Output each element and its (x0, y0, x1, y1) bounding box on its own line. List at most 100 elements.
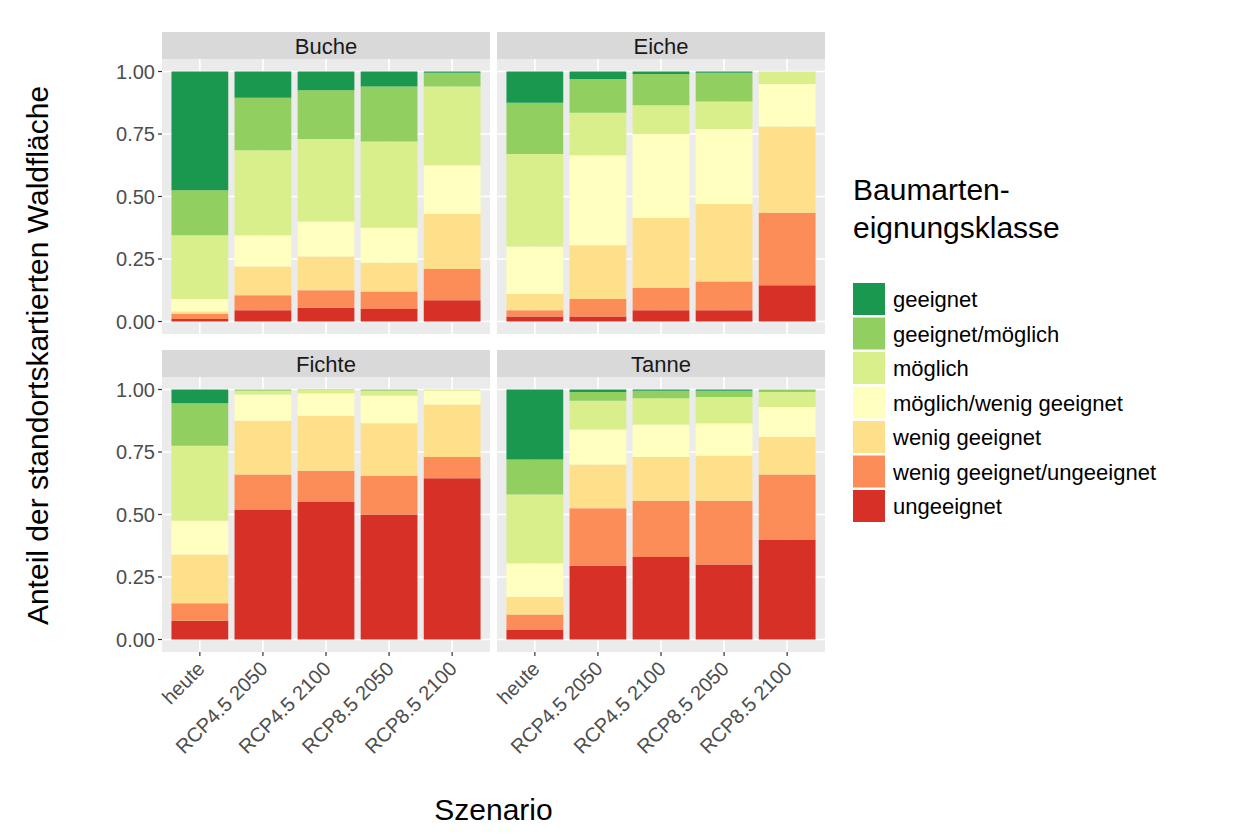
bar (506, 247, 563, 295)
bars (506, 72, 815, 322)
bar (424, 405, 481, 458)
bar (633, 390, 690, 391)
bar (235, 510, 292, 640)
bar (424, 300, 481, 321)
bar (506, 630, 563, 640)
bar (633, 310, 690, 321)
facet-title: Tanne (631, 352, 691, 377)
bar (633, 398, 690, 424)
bar (696, 565, 753, 640)
x-tick (452, 652, 453, 656)
legend-key (853, 387, 885, 419)
legend-label: geeignet (893, 287, 977, 312)
bar (759, 71, 816, 72)
legend: Baumarten-eignungsklassegeeignetgeeignet… (853, 173, 1156, 522)
y-tick-label: 0.75 (116, 441, 155, 463)
bar (759, 72, 816, 85)
bar (506, 72, 563, 103)
bar (361, 72, 418, 87)
bar (235, 421, 292, 475)
facet-strip (162, 350, 490, 377)
bar (298, 257, 355, 291)
panel: Eiche (497, 32, 825, 334)
bar (424, 73, 481, 87)
y-axis-title: Anteil der standortskartierten Waldfläch… (21, 86, 54, 625)
bar (633, 72, 690, 75)
y-tick-label: 0.50 (116, 186, 155, 208)
bar (298, 390, 355, 393)
bar (171, 403, 228, 446)
bar (506, 310, 563, 316)
chart: Buche0.000.250.500.751.00EicheFichte0.00… (0, 0, 1246, 837)
panel: Fichte0.000.250.500.751.00heuteRCP4.5 20… (116, 350, 490, 758)
bar (696, 456, 753, 501)
bar (759, 71, 816, 72)
bar (171, 235, 228, 299)
x-tick (325, 652, 326, 656)
bar (235, 475, 292, 510)
bar (633, 134, 690, 218)
bar (298, 502, 355, 640)
bar (759, 213, 816, 286)
bar (633, 218, 690, 288)
bar (171, 603, 228, 621)
legend-label: ungeeignet (893, 494, 1002, 519)
legend-label: wenig geeignet (892, 425, 1041, 450)
plot-area (497, 377, 825, 652)
y-tick-label: 1.00 (116, 61, 155, 83)
bar (424, 87, 481, 166)
bar (361, 142, 418, 228)
bar (171, 555, 228, 604)
bar (171, 314, 228, 319)
bar (361, 228, 418, 263)
bar (235, 395, 292, 421)
y-tick (158, 639, 162, 640)
y-tick-label: 0.00 (116, 629, 155, 651)
bar (506, 154, 563, 247)
bar (171, 390, 228, 404)
bar (298, 222, 355, 257)
y-tick-label: 0.25 (116, 248, 155, 270)
x-tick-label: RCP8.5 2100 (696, 657, 796, 757)
legend-title-line: Baumarten- (853, 173, 1010, 206)
bar (506, 563, 563, 597)
bar (570, 401, 627, 430)
bar (696, 282, 753, 311)
bar (506, 103, 563, 154)
bar (570, 390, 627, 393)
facet-strip (497, 32, 825, 59)
y-tick (158, 576, 162, 577)
bar (424, 391, 481, 405)
bar (759, 84, 816, 127)
facet-title: Eiche (633, 34, 688, 59)
y-tick (158, 389, 162, 390)
bar (298, 416, 355, 471)
bars (171, 72, 480, 322)
bars (171, 390, 480, 640)
bar (633, 501, 690, 557)
facet-strip (162, 32, 490, 59)
bar (633, 74, 690, 105)
facet-strip (497, 350, 825, 377)
legend-key (853, 456, 885, 488)
bar (696, 102, 753, 130)
bar (424, 390, 481, 391)
bar (506, 390, 563, 460)
plot-area (162, 377, 490, 652)
legend-label: möglich/wenig geeignet (893, 391, 1123, 416)
bar (506, 597, 563, 615)
y-tick-label: 0.50 (116, 504, 155, 526)
x-tick (787, 652, 788, 656)
bar (424, 457, 481, 478)
bar (171, 72, 228, 191)
bar (570, 155, 627, 245)
bar (424, 389, 481, 390)
y-tick-label: 1.00 (116, 379, 155, 401)
legend-label: möglich (893, 356, 969, 381)
y-tick (158, 321, 162, 322)
legend-key (853, 352, 885, 384)
plot-area (162, 59, 490, 334)
bar (759, 389, 816, 390)
legend-title-line: eignungsklasse (853, 211, 1060, 244)
bar (696, 397, 753, 423)
